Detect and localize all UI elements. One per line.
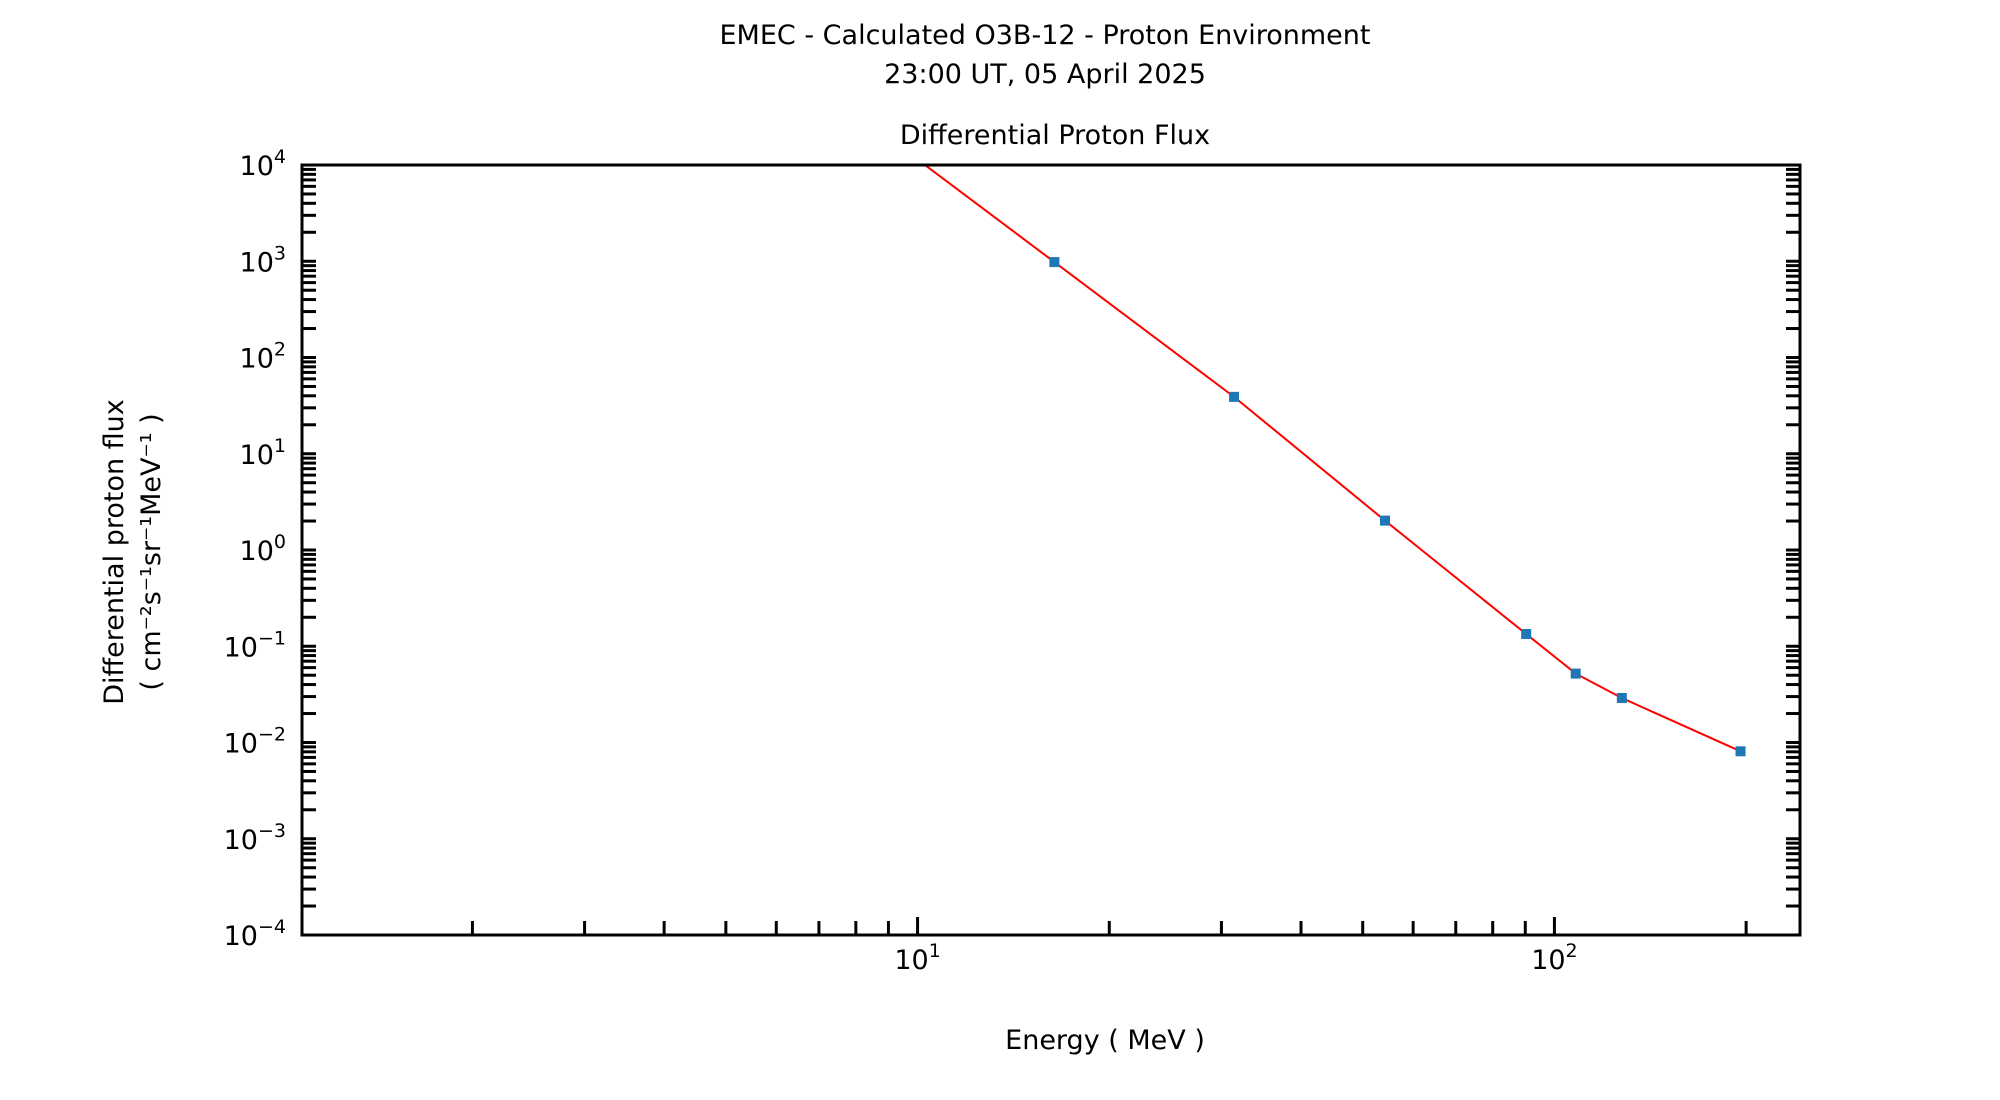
axes-title: Differential Proton Flux [900, 120, 1210, 151]
data-point [1521, 629, 1532, 640]
data-point [1229, 391, 1240, 402]
plot-frame [300, 163, 1802, 937]
ticks [302, 163, 1800, 937]
x-axis-label: Energy ( MeV ) [1005, 1025, 1205, 1056]
y-axis-label: Differential proton flux [99, 399, 130, 705]
chart-subtitle: 23:00 UT, 05 April 2025 [884, 59, 1206, 90]
y-tick-label: 103 [240, 242, 286, 278]
y-tick-label: 102 [240, 339, 286, 375]
tick-labels: 104 103 102 101 100 10−1 10−2 10−3 10−4 101 102 [224, 146, 1578, 976]
data-point [1735, 746, 1746, 757]
y-tick-label: 10−2 [224, 724, 286, 760]
data-point [1380, 515, 1391, 526]
chart-title: EMEC - Calculated O3B-12 - Proton Enviro… [720, 20, 1371, 51]
x-tick-label: 102 [1531, 940, 1577, 976]
y-axis-label-units: ( cm⁻²s⁻¹sr⁻¹MeV⁻¹ ) [136, 413, 167, 690]
series [923, 165, 1746, 757]
y-tick-label: 10−4 [224, 916, 286, 952]
y-tick-label: 101 [240, 435, 286, 471]
data-point [1616, 692, 1627, 703]
data-point [1570, 668, 1581, 679]
y-tick-label: 10−3 [224, 820, 286, 856]
data-point [1049, 257, 1060, 268]
series-line [923, 165, 1741, 753]
y-tick-label: 100 [240, 531, 286, 567]
x-tick-label: 101 [894, 940, 940, 976]
y-tick-label: 104 [240, 146, 286, 182]
y-tick-label: 10−1 [224, 627, 286, 663]
